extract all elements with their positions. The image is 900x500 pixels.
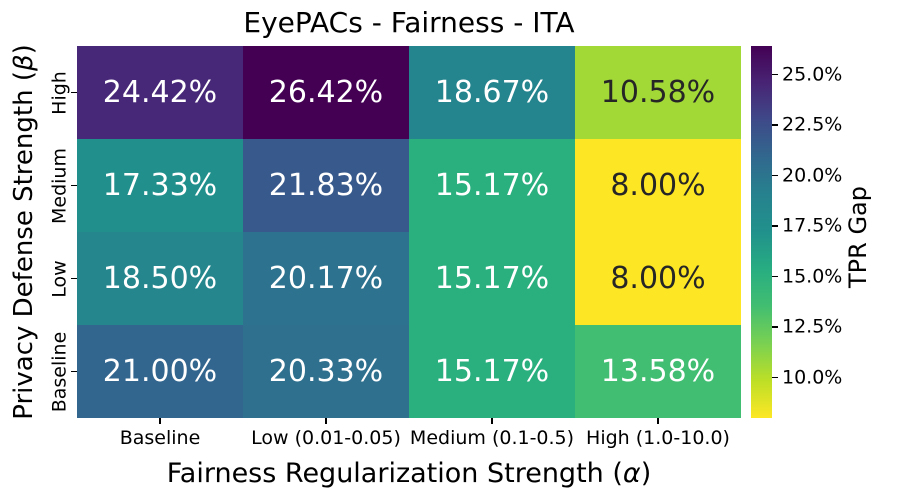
colorbar-tick-label: 20.0% — [782, 164, 843, 187]
x-axis-tick-mark — [159, 418, 161, 424]
y-axis-label: Privacy Defense Strength (β) — [9, 44, 39, 419]
heatmap-cell: 18.67% — [409, 46, 575, 139]
colorbar-tick-mark — [772, 174, 778, 177]
y-axis-label-paren: ) — [9, 44, 39, 55]
heatmap-cell: 21.00% — [77, 325, 243, 418]
x-axis-tick-mark — [491, 418, 493, 424]
heatmap-cell: 18.50% — [77, 232, 243, 325]
heatmap-cell: 15.17% — [409, 325, 575, 418]
alpha-symbol: α — [622, 458, 641, 489]
y-axis-tick-mark — [71, 277, 77, 280]
colorbar-tick-mark — [772, 124, 778, 126]
heatmap-cell: 21.83% — [243, 139, 409, 232]
colorbar-tick-label: 12.5% — [782, 315, 843, 338]
heatmap-cell: 15.17% — [409, 139, 575, 232]
colorbar-tick-mark — [772, 326, 778, 328]
x-axis-tick-mark — [657, 418, 659, 424]
x-tick-label: Baseline — [119, 427, 201, 449]
heatmap-cell: 10.58% — [575, 46, 741, 139]
heatmap-cell: 13.58% — [575, 325, 741, 418]
y-axis-tick-mark — [71, 91, 77, 94]
chart-title: EyePACs - Fairness - ITA — [243, 6, 575, 39]
heatmap-cell: 20.17% — [243, 232, 409, 325]
x-axis-label-text: Fairness Regularization Strength ( — [166, 458, 623, 489]
colorbar-tick-label: 25.0% — [782, 63, 843, 86]
heatmap-cell: 20.33% — [243, 325, 409, 418]
y-axis-tick-mark — [71, 184, 77, 187]
colorbar-tick-mark — [772, 73, 778, 76]
y-tick-label: Baseline — [48, 331, 71, 412]
colorbar-tick-label: 15.0% — [782, 265, 843, 288]
heatmap-grid: 24.42% 26.42% 18.67% 10.58% 17.33% 21.83% 15.1… — [77, 46, 741, 418]
heatmap-cell: 17.33% — [77, 139, 243, 232]
x-tick-label: Medium (0.1-0.5) — [409, 427, 575, 449]
heatmap-cell: 24.42% — [77, 46, 243, 139]
y-tick-label: Low — [48, 259, 71, 298]
beta-symbol: β — [9, 54, 39, 72]
colorbar-tick-label: 10.0% — [782, 366, 843, 389]
y-axis-label-text: Privacy Defense Strength ( — [9, 71, 39, 420]
y-axis-tick-mark — [71, 370, 77, 373]
colorbar-tick-label: 17.5% — [782, 214, 843, 237]
colorbar-tick-mark — [772, 376, 778, 379]
colorbar-tick-mark — [772, 225, 778, 227]
heatmap-cell: 8.00% — [575, 232, 741, 325]
y-tick-label: Medium — [48, 147, 71, 224]
x-axis-tick-mark — [325, 418, 327, 424]
colorbar — [751, 46, 772, 418]
x-tick-label: High (1.0-10.0) — [586, 427, 730, 449]
heatmap-cell: 8.00% — [575, 139, 741, 232]
colorbar-tick-mark — [772, 275, 778, 278]
y-tick-label: High — [48, 70, 71, 115]
colorbar-label: TPR Gap — [844, 186, 872, 288]
heatmap-cell: 26.42% — [243, 46, 409, 139]
x-tick-label: Low (0.01-0.05) — [251, 427, 401, 449]
x-axis-label-paren: ) — [640, 458, 652, 489]
x-axis-label: Fairness Regularization Strength (α) — [77, 458, 741, 489]
heatmap-cell: 15.17% — [409, 232, 575, 325]
colorbar-tick-label: 22.5% — [782, 113, 843, 136]
